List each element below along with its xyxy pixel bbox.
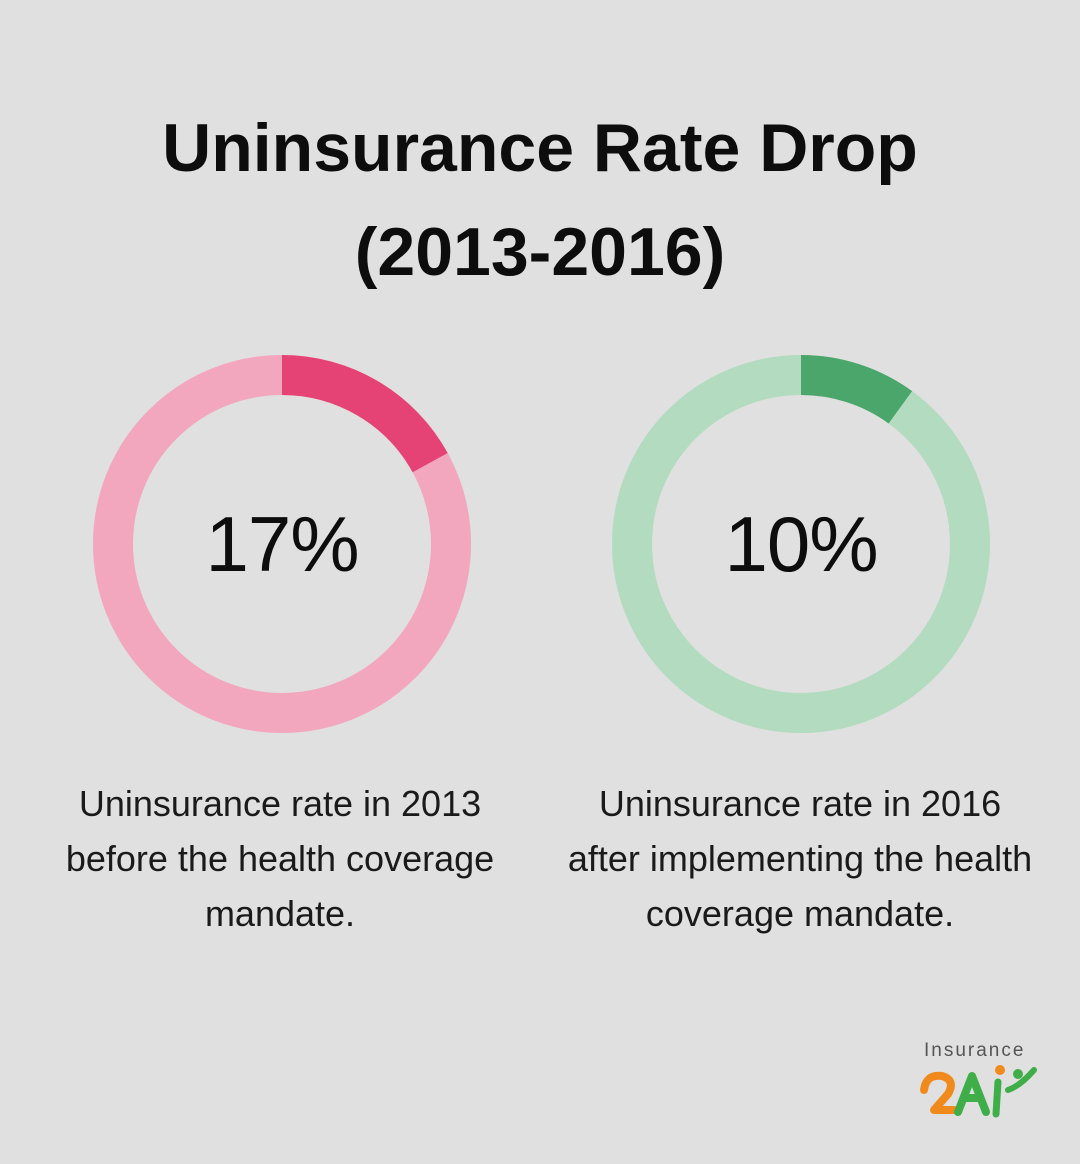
donut-arc-2016 — [612, 355, 990, 733]
logo-mark-icon — [920, 1065, 1037, 1118]
donut-arc-2013 — [93, 355, 471, 733]
chart-title: Uninsurance Rate Drop (2013-2016) — [0, 96, 1080, 304]
insurance2ai-logo: Insurance — [916, 1040, 1046, 1132]
caption-2013: Uninsurance rate in 2013 before the heal… — [65, 783, 495, 934]
donut-svg-2016 — [612, 355, 990, 733]
donut-chart-2013: 17% — [92, 354, 472, 734]
logo-text: Insurance — [924, 1040, 1026, 1061]
donut-value-2016: 10% — [724, 499, 878, 588]
title-line-1: Uninsurance Rate Drop — [162, 110, 918, 186]
title-line-2: (2013-2016) — [354, 214, 726, 290]
donut-chart-2016: 10% — [611, 354, 991, 734]
donut-svg-2013 — [93, 355, 471, 733]
donut-value-2013: 17% — [205, 499, 359, 588]
caption-2016: Uninsurance rate in 2016 after implement… — [567, 783, 1033, 934]
